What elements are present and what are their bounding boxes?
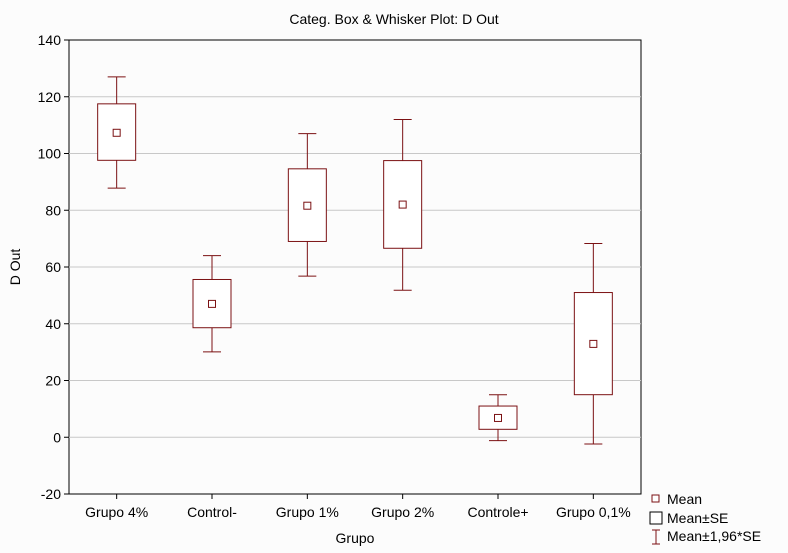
legend-se-label: Mean±SE xyxy=(667,510,728,526)
box-group xyxy=(192,255,232,353)
y-tick-label: 0 xyxy=(53,429,61,445)
mean-marker xyxy=(398,200,407,209)
box-group xyxy=(383,118,423,291)
y-tick-label: 140 xyxy=(38,32,62,48)
y-tick-label: 120 xyxy=(38,89,62,105)
box-group xyxy=(478,394,518,442)
boxes xyxy=(97,76,613,445)
box-group xyxy=(573,242,613,445)
box-group xyxy=(97,76,137,189)
legend-mean-label: Mean xyxy=(667,491,702,507)
mean-marker xyxy=(208,299,216,308)
legend-ci-label: Mean±1,96*SE xyxy=(667,528,761,544)
y-tick-label: 60 xyxy=(45,259,61,275)
legend-mean-marker xyxy=(651,494,660,503)
x-tick-label: Grupo 2% xyxy=(371,504,434,520)
mean-marker xyxy=(494,413,502,422)
y-axis-label: D Out xyxy=(7,249,23,286)
x-axis-ticks: Grupo 4% Control- Grupo 1% Grupo 2% Controle… xyxy=(85,494,631,520)
legend-ci-marker xyxy=(652,529,660,545)
mean-marker xyxy=(112,128,121,137)
mean-marker xyxy=(589,339,598,348)
x-tick-label: Controle+ xyxy=(467,504,528,520)
x-tick-label: Control- xyxy=(187,504,237,520)
x-tick-label: Grupo 0,1% xyxy=(556,504,631,520)
x-tick-label: Grupo 4% xyxy=(85,504,148,520)
chart-title: Categ. Box & Whisker Plot: D Out xyxy=(289,11,498,27)
y-tick-label: 40 xyxy=(45,316,61,332)
y-tick-label: 80 xyxy=(45,202,61,218)
legend: Mean Mean±SE Mean±1,96*SE xyxy=(649,491,761,545)
y-tick-label: 20 xyxy=(45,373,61,389)
y-axis-ticks: -20 0 20 40 60 80 100 120 140 xyxy=(38,32,69,502)
gridlines xyxy=(69,96,641,438)
y-tick-label: 100 xyxy=(38,146,62,162)
mean-marker xyxy=(303,201,312,210)
x-axis-label: Grupo xyxy=(336,530,375,546)
box-group xyxy=(287,133,327,277)
x-tick-label: Grupo 1% xyxy=(276,504,339,520)
y-tick-label: -20 xyxy=(41,486,61,502)
legend-se-marker xyxy=(649,511,663,525)
